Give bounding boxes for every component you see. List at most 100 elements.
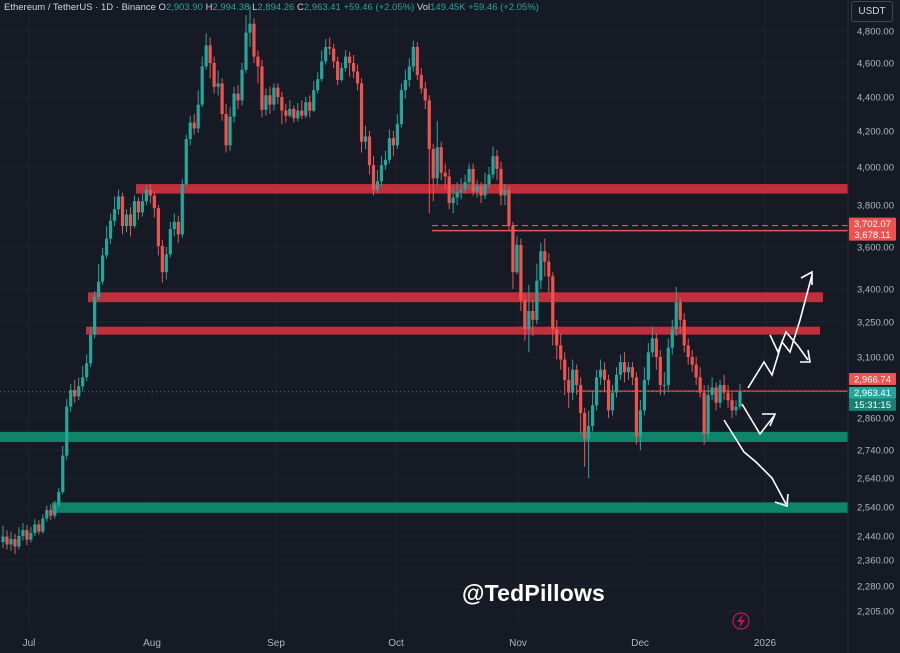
candle (1, 525, 5, 548)
candle-body (459, 189, 463, 192)
candle (363, 125, 368, 149)
candle-body (276, 87, 280, 97)
candle (587, 410, 591, 478)
candle (328, 37, 332, 55)
candle (336, 56, 340, 86)
candle-body (674, 302, 678, 329)
candle (602, 362, 607, 393)
candle-body (304, 102, 308, 116)
candle-body (614, 374, 619, 393)
lightning-icon[interactable] (732, 612, 750, 630)
candle-body (37, 524, 41, 532)
candle-body (399, 90, 403, 125)
candle (686, 338, 690, 365)
candle (734, 400, 738, 416)
candle-body (698, 377, 702, 393)
candle (427, 95, 431, 214)
y-tick-label-13: 2,540.00 (857, 503, 894, 514)
vol-value: 149.45K (430, 2, 466, 13)
candles-layer (1, 5, 742, 554)
candle-body (439, 147, 443, 173)
candle-body (602, 369, 607, 380)
candle (726, 384, 730, 408)
candle (288, 100, 292, 118)
candle-body (260, 66, 264, 110)
candle (674, 286, 678, 336)
candle (112, 196, 117, 226)
candle (387, 129, 392, 164)
candle (383, 150, 388, 170)
y-tick-label-15: 2,360.00 (857, 556, 894, 567)
candle-body (407, 66, 411, 80)
candle-body (598, 369, 603, 378)
candle-body (268, 95, 272, 105)
candle (132, 195, 137, 229)
candle (622, 352, 627, 383)
candle-body (93, 296, 97, 335)
candle-body (678, 302, 682, 320)
candle (630, 362, 635, 385)
candle-body (57, 491, 61, 505)
candle-body (535, 280, 539, 320)
short-dip-arrow (741, 403, 775, 436)
candle (567, 367, 571, 408)
open-label: O (158, 2, 166, 13)
candle-body (519, 244, 523, 300)
candle-body (5, 536, 9, 545)
candle-body (714, 387, 718, 403)
price-axis[interactable]: 4,800.00 4,600.00 4,400.00 4,200.00 4,000.00… (847, 0, 894, 653)
candle-body (256, 56, 260, 67)
candle (192, 114, 196, 135)
projection-arrows (723, 270, 813, 508)
candle (304, 97, 308, 119)
candle (228, 107, 232, 151)
time-axis[interactable]: Jul Aug Sep Oct Nov Dec 2026 (23, 638, 777, 649)
candle-body (61, 455, 65, 492)
candle (523, 293, 527, 341)
candle-body (108, 220, 113, 239)
price-tag-3678-bg (849, 228, 896, 241)
bearish-arrow-tip (774, 493, 789, 508)
price-tag-2963-text: 2,963.41 (854, 388, 891, 399)
short-dip-arrow-tip (762, 413, 777, 427)
candle (507, 186, 511, 231)
candle (140, 193, 145, 217)
price-tag-2966-bg (849, 373, 896, 386)
candle (467, 163, 471, 190)
candle (244, 15, 248, 74)
x-tick-label-4: Nov (509, 638, 527, 649)
countdown-tag-bg (849, 398, 896, 411)
candle (196, 90, 200, 133)
candle (69, 383, 73, 412)
y-tick-label-5: 3,800.00 (857, 201, 894, 212)
candle (559, 333, 563, 370)
candle (610, 384, 615, 416)
candle-body (296, 110, 300, 119)
candle-body (324, 47, 328, 62)
candle-body (148, 189, 152, 196)
candle (276, 83, 280, 104)
candle (144, 185, 149, 205)
candle (164, 247, 168, 280)
currency-unit-button[interactable]: USDT (851, 1, 893, 22)
candle-body (547, 261, 551, 277)
candle (152, 190, 156, 218)
candle (184, 134, 188, 187)
candle (547, 253, 551, 294)
candle (200, 56, 204, 108)
y-tick-label-14: 2,440.00 (857, 532, 894, 543)
candle (403, 69, 407, 99)
candle-body (220, 83, 224, 114)
candle-body (232, 93, 236, 117)
candle-body (427, 100, 431, 149)
candle (13, 533, 17, 554)
symbol-title[interactable]: Ethereum / TetherUS · 1D · Binance (4, 2, 156, 13)
candle-body (367, 136, 372, 166)
candle-body (471, 168, 475, 192)
author-watermark: @TedPillows (462, 580, 606, 606)
candle-body (531, 311, 535, 320)
candle (116, 189, 121, 215)
candle-body (646, 352, 650, 380)
vol-label: Vol (416, 2, 431, 13)
candle (642, 367, 646, 416)
